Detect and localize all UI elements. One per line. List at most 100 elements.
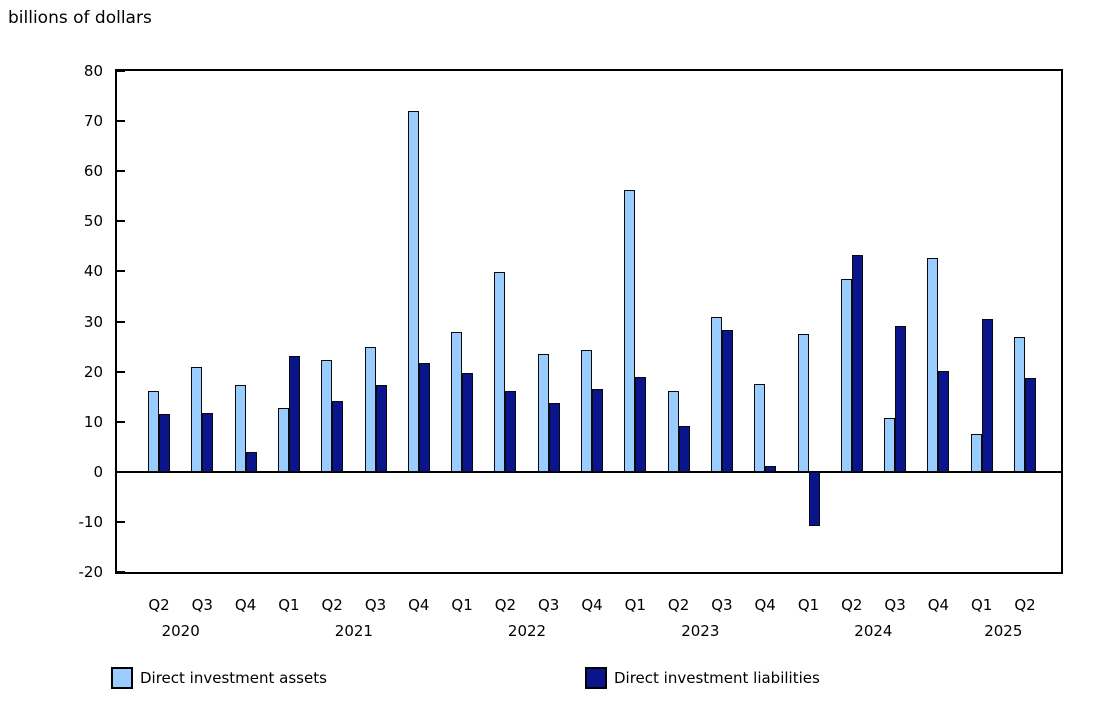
legend-swatch-liabilities-icon — [585, 667, 607, 689]
bar-liabilities — [462, 373, 474, 472]
bar-assets — [797, 333, 809, 472]
legend-label-liabilities: Direct investment liabilities — [614, 669, 820, 687]
x-year-label: 2020 — [161, 622, 200, 640]
x-tick-label: Q4 — [234, 596, 257, 614]
y-tick-mark — [117, 270, 125, 273]
bar-assets — [840, 278, 852, 472]
legend-item-liabilities: Direct investment liabilities — [585, 667, 820, 689]
y-tick-mark — [117, 520, 125, 523]
x-year-label: 2025 — [984, 622, 1023, 640]
bar-liabilities — [765, 466, 777, 472]
bar-liabilities — [288, 355, 300, 472]
y-tick-mark — [117, 220, 125, 223]
y-tick-label: 70 — [83, 112, 103, 131]
bar-liabilities — [505, 391, 517, 472]
x-tick-label: Q4 — [927, 596, 950, 614]
x-tick-label: Q3 — [884, 596, 906, 614]
bar-liabilities — [938, 371, 950, 472]
bar-assets — [494, 271, 506, 472]
y-tick-mark — [117, 320, 125, 323]
x-tick-label: Q3 — [538, 596, 560, 614]
y-tick-label: 10 — [83, 412, 103, 431]
bar-liabilities — [332, 401, 344, 472]
bar-liabilities — [1025, 378, 1036, 472]
bar-assets — [970, 433, 982, 472]
y-tick-label: 50 — [83, 212, 103, 231]
y-tick-label: 60 — [83, 162, 103, 181]
bar-assets — [624, 190, 636, 472]
y-tick-mark — [117, 370, 125, 373]
bar-assets — [884, 417, 896, 472]
bar-assets — [581, 349, 592, 472]
bar-assets — [407, 111, 419, 472]
y-tick-label: -20 — [78, 563, 104, 581]
y-tick-label: 20 — [83, 362, 103, 381]
bar-liabilities — [635, 376, 647, 472]
x-tick-label: Q2 — [667, 596, 690, 614]
x-tick-label: Q1 — [278, 596, 300, 614]
bar-assets — [148, 390, 159, 472]
x-tick-label: Q3 — [364, 596, 387, 614]
bar-assets — [927, 257, 939, 472]
bar-liabilities — [981, 319, 993, 472]
bar-liabilities — [808, 471, 820, 526]
y-tick-mark — [117, 420, 125, 423]
bar-liabilities — [592, 389, 603, 472]
bar-liabilities — [721, 329, 733, 472]
x-tick-label: Q2 — [494, 596, 517, 614]
x-year-label: 2022 — [507, 622, 547, 640]
x-tick-label: Q4 — [581, 596, 603, 614]
x-tick-label: Q4 — [408, 596, 430, 614]
plot-area — [115, 69, 1063, 574]
x-tick-label: Q1 — [451, 596, 473, 614]
x-tick-label: Q3 — [711, 596, 733, 614]
bar-liabilities — [375, 384, 387, 472]
bar-liabilities — [851, 255, 863, 472]
y-tick-label: -10 — [78, 512, 104, 531]
bar-assets — [234, 384, 246, 472]
y-tick-label: 0 — [93, 462, 103, 481]
bar-liabilities — [548, 403, 560, 472]
x-tick-label: Q1 — [624, 596, 646, 614]
x-tick-label: Q2 — [841, 596, 863, 614]
bar-assets — [321, 359, 333, 472]
bar-assets — [451, 331, 463, 472]
bar-assets — [364, 346, 376, 472]
y-tick-label: 40 — [83, 262, 103, 281]
y-tick-mark — [117, 470, 125, 473]
zero-axis-line — [117, 470, 1061, 473]
bar-assets — [667, 390, 679, 472]
bar-liabilities — [202, 412, 214, 472]
x-tick-label: Q2 — [321, 596, 343, 614]
bar-liabilities — [678, 426, 690, 472]
x-year-label: 2024 — [854, 622, 893, 640]
bar-assets — [537, 353, 549, 472]
bar-assets — [710, 316, 722, 472]
x-year-label: 2021 — [334, 622, 373, 640]
y-tick-label: 80 — [83, 62, 103, 80]
bar-assets — [191, 367, 203, 472]
x-tick-label: Q1 — [971, 596, 993, 614]
legend-label-assets: Direct investment assets — [140, 669, 327, 687]
x-year-label: 2023 — [681, 622, 720, 640]
bar-liabilities — [245, 451, 257, 472]
y-tick-mark — [117, 120, 125, 123]
x-tick-label: Q4 — [754, 596, 776, 614]
y-tick-mark — [117, 70, 125, 72]
legend-swatch-assets-icon — [111, 667, 133, 689]
y-tick-label: 30 — [83, 312, 103, 331]
bar-liabilities — [159, 414, 170, 472]
y-tick-mark — [117, 571, 125, 573]
x-tick-label: Q3 — [191, 596, 213, 614]
bar-assets — [754, 384, 766, 472]
x-tick-label: Q1 — [797, 596, 820, 614]
bar-assets — [1014, 336, 1025, 472]
bar-assets — [277, 408, 289, 472]
x-tick-label: Q2 — [148, 596, 170, 614]
axis-units-label: billions of dollars — [8, 8, 152, 28]
x-tick-label: Q2 — [1014, 596, 1036, 614]
bar-liabilities — [418, 363, 430, 472]
bar-liabilities — [895, 325, 907, 472]
y-tick-mark — [117, 170, 125, 173]
